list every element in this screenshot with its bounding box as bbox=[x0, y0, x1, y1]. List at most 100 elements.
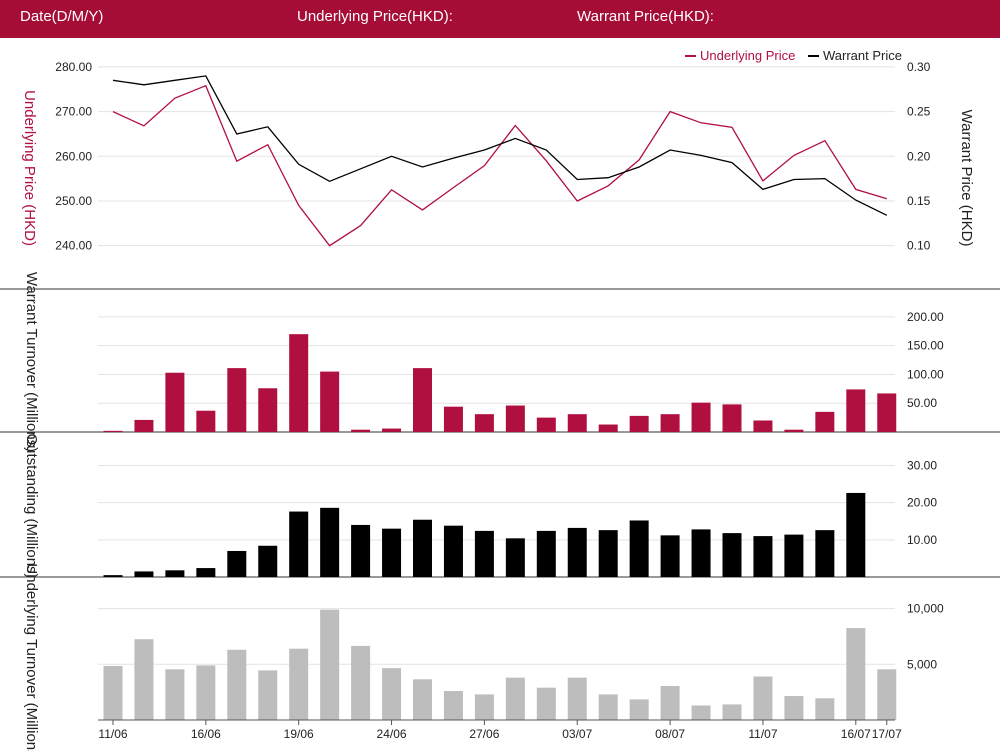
warrant-turnover-bar bbox=[536, 417, 556, 432]
outstanding-bar bbox=[815, 530, 835, 577]
warrant-turnover-bar bbox=[134, 419, 154, 432]
warrant-turnover-bar bbox=[598, 424, 618, 432]
outstanding-bar bbox=[784, 534, 804, 577]
underlying-turnover-bar bbox=[722, 704, 742, 720]
outstanding-bar bbox=[722, 533, 742, 577]
x-tick-label: 03/07 bbox=[562, 727, 592, 741]
y-tick-label: 260.00 bbox=[55, 149, 92, 163]
warrant-turnover-bar bbox=[846, 389, 866, 432]
legend: Underlying Price Warrant Price bbox=[685, 48, 902, 63]
outstanding-bar bbox=[165, 570, 185, 577]
outstanding-bar bbox=[134, 571, 154, 577]
warrant-turnover-axis-title: Warrant Turnover (Millions) bbox=[23, 272, 40, 452]
warrant-price-axis-title: Warrant Price (HKD) bbox=[958, 110, 975, 247]
outstanding-bar bbox=[289, 511, 309, 577]
legend-underlying-label: Underlying Price bbox=[700, 48, 795, 63]
underlying-turnover-bar bbox=[784, 696, 804, 720]
outstanding-bar bbox=[846, 492, 866, 577]
x-tick-label: 08/07 bbox=[655, 727, 685, 741]
underlying-turnover-bar bbox=[567, 677, 587, 720]
x-tick-label: 16/06 bbox=[191, 727, 221, 741]
underlying-turnover-bar bbox=[413, 679, 432, 720]
warrant-turnover-bar bbox=[629, 415, 649, 432]
underlying-turnover-bar bbox=[877, 669, 897, 720]
outstanding-bar bbox=[536, 530, 556, 577]
outstanding-bar bbox=[598, 530, 618, 577]
outstanding-bar bbox=[660, 535, 680, 577]
underlying-turnover-bar bbox=[227, 649, 247, 720]
warrant-turnover-bar bbox=[196, 410, 216, 432]
warrant-turnover-bar bbox=[753, 420, 773, 432]
underlying-price-line bbox=[112, 84, 887, 247]
underlying-price-axis-title: Underlying Price (HKD) bbox=[21, 90, 38, 246]
outstanding-bar bbox=[443, 525, 463, 577]
y-tick-label: 200.00 bbox=[907, 310, 944, 324]
outstanding-bar bbox=[227, 550, 247, 577]
underlying-turnover-bar bbox=[846, 628, 866, 720]
outstanding-bar bbox=[196, 568, 216, 577]
underlying-turnover-bar bbox=[382, 668, 402, 720]
warrant-price-line bbox=[112, 75, 888, 216]
y2-tick-label: 0.10 bbox=[907, 239, 931, 253]
y-tick-label: 10,000 bbox=[907, 602, 944, 616]
x-tick-label: 11/07 bbox=[748, 727, 777, 741]
warrant-turnover-bar bbox=[320, 371, 340, 432]
warrant-turnover-bar bbox=[443, 406, 463, 432]
underlying-turnover-bar bbox=[536, 687, 556, 720]
underlying-turnover-bar bbox=[629, 699, 649, 720]
outstanding-bar bbox=[320, 507, 340, 577]
y-tick-label: 250.00 bbox=[55, 194, 92, 208]
chart-header: Date(D/M/Y) Underlying Price(HKD): Warra… bbox=[0, 0, 1000, 38]
underlying-turnover-bar bbox=[660, 686, 680, 720]
y-tick-label: 50.00 bbox=[907, 396, 937, 410]
legend-warrant-label: Warrant Price bbox=[823, 48, 902, 63]
warrant-turnover-bar bbox=[815, 411, 835, 432]
date-label: Date(D/M/Y) bbox=[20, 8, 104, 25]
y-tick-label: 10.00 bbox=[907, 533, 937, 547]
warrant-turnover-bar bbox=[382, 428, 402, 432]
underlying-turnover-bar bbox=[815, 698, 835, 720]
y-tick-label: 280.00 bbox=[55, 60, 92, 74]
warrant-turnover-bar bbox=[660, 414, 680, 432]
x-tick-label: 27/06 bbox=[469, 727, 499, 741]
warrant-turnover-bar bbox=[474, 414, 494, 432]
underlying-turnover-axis-title: Underlying Turnover (Millions) bbox=[23, 563, 40, 751]
warrant-price-label: Warrant Price(HKD): bbox=[577, 8, 714, 25]
underlying-turnover-bar bbox=[691, 705, 711, 720]
outstanding-axis-title: Outstanding (Millions) bbox=[23, 433, 40, 578]
underlying-turnover-bar bbox=[320, 609, 340, 720]
underlying-turnover-bar bbox=[443, 691, 463, 720]
warrant-turnover-bar bbox=[227, 368, 247, 432]
underlying-turnover-bar bbox=[598, 694, 618, 720]
outstanding-bar bbox=[351, 524, 371, 577]
outstanding-bar bbox=[413, 519, 432, 577]
y2-tick-label: 0.30 bbox=[907, 60, 931, 74]
outstanding-bar bbox=[753, 536, 773, 577]
underlying-turnover-bar bbox=[258, 670, 278, 720]
y-tick-label: 30.00 bbox=[907, 458, 937, 472]
outstanding-bar bbox=[103, 575, 123, 577]
x-tick-label: 24/06 bbox=[377, 727, 407, 741]
y2-tick-label: 0.25 bbox=[907, 105, 931, 119]
warrant-turnover-bar bbox=[691, 402, 711, 432]
underlying-turnover-bar bbox=[289, 648, 309, 720]
warrant-turnover-bar bbox=[103, 430, 123, 432]
underlying-turnover-bar bbox=[134, 639, 154, 720]
outstanding-bar bbox=[567, 527, 587, 577]
warrant-turnover-bar bbox=[877, 393, 897, 432]
x-tick-label: 16/07 bbox=[841, 727, 871, 741]
y-tick-label: 20.00 bbox=[907, 496, 937, 510]
y2-tick-label: 0.15 bbox=[907, 194, 931, 208]
underlying-turnover-bar bbox=[165, 669, 185, 720]
warrant-chart: Underlying Price Warrant Price Underlyin… bbox=[0, 48, 1000, 751]
warrant-turnover-bar bbox=[165, 372, 185, 432]
x-tick-label: 19/06 bbox=[284, 727, 314, 741]
underlying-turnover-bar bbox=[505, 677, 525, 720]
underlying-turnover-bar bbox=[103, 665, 123, 720]
outstanding-bar bbox=[691, 529, 711, 577]
warrant-turnover-bar bbox=[505, 405, 525, 432]
warrant-turnover-bar bbox=[722, 404, 742, 432]
y-tick-label: 100.00 bbox=[907, 367, 944, 381]
underlying-turnover-bar bbox=[753, 676, 773, 720]
warrant-turnover-bar bbox=[351, 429, 371, 432]
